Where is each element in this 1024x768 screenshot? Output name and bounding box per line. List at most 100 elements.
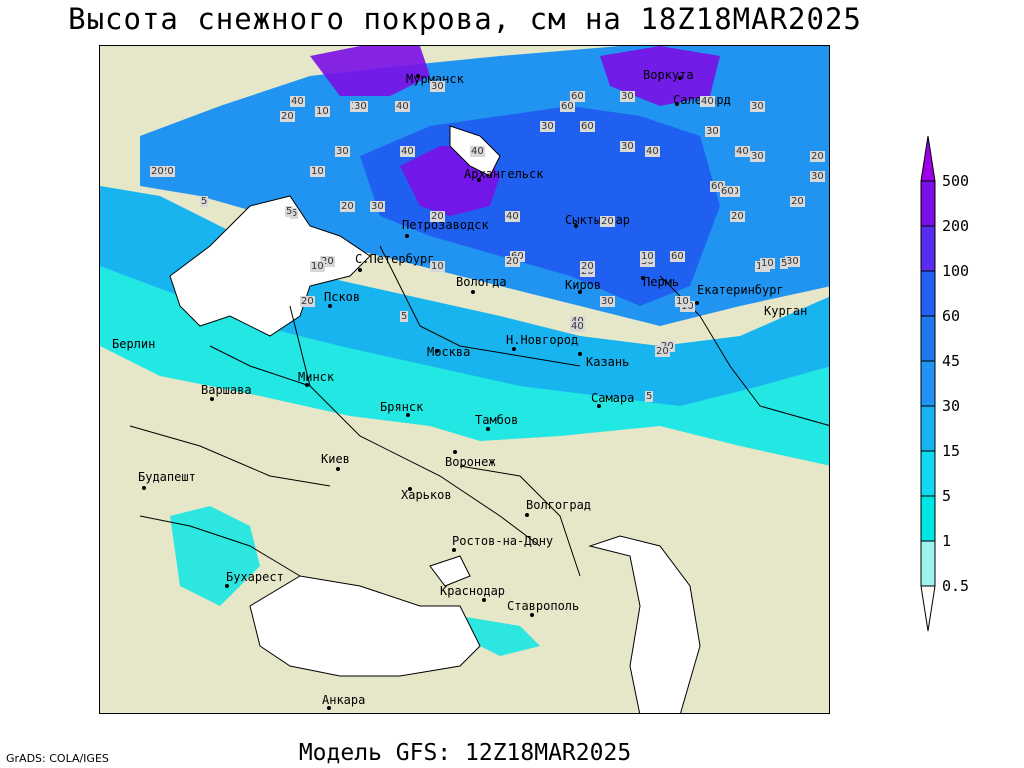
city-label: Пермь [643, 275, 680, 289]
contour-label: 30 [750, 151, 765, 162]
city-label: Брянск [380, 400, 424, 414]
page-title: Высота снежного покрова, см на 18Z18MAR2… [68, 2, 862, 36]
city-label: Ростов-на-Дону [452, 534, 554, 548]
legend-label: 100 [942, 262, 970, 280]
contour-label: 40 [395, 101, 410, 112]
legend-bar [920, 135, 936, 632]
contour-label: 30 [430, 81, 445, 92]
caspian-sea [588, 535, 701, 713]
contour-label: 30 [620, 91, 635, 102]
contour-label: 20 [300, 296, 315, 307]
black-sea [249, 575, 481, 677]
city-label: Вологда [456, 275, 507, 289]
contour-label: 20 [730, 211, 745, 222]
contour-label: 40 [645, 146, 660, 157]
legend-label: 1 [942, 532, 952, 550]
contour-label: 20 [810, 151, 825, 162]
legend-swatch-bottom [920, 585, 936, 632]
city-label: Харьков [401, 488, 452, 502]
city-label: Воронеж [445, 455, 496, 469]
city-dot [142, 486, 146, 490]
city-dot [695, 301, 699, 305]
city-label: Варшава [201, 383, 252, 397]
city-label: Самара [591, 391, 635, 405]
contour-label: 20 [790, 196, 805, 207]
city-dot [336, 467, 340, 471]
city-label: Анкара [322, 693, 366, 707]
city-label: Берлин [112, 337, 156, 351]
city-dot [471, 290, 475, 294]
contour-label: 40 [470, 146, 485, 157]
city-label: Киев [321, 452, 350, 466]
city-dot [678, 76, 682, 80]
legend-swatch [920, 180, 936, 227]
city-dot [327, 706, 331, 710]
contour-label: 30 [335, 146, 350, 157]
contour-label: 20 [580, 261, 595, 272]
snow-zone-sky [100, 186, 829, 406]
contour-label: 10 [310, 166, 325, 177]
legend-label: 5 [942, 487, 952, 505]
city-dot [578, 352, 582, 356]
contour-label: 10 [430, 261, 445, 272]
city-dot [435, 349, 439, 353]
city-dot [452, 548, 456, 552]
contour-label: 20 [505, 256, 520, 267]
city-label: Москва [427, 345, 471, 359]
contour-label: 20 [655, 346, 670, 357]
contour-label: 40 [290, 96, 305, 107]
city-label: Киров [565, 278, 602, 292]
legend-label: 200 [942, 217, 970, 235]
color-legend: 500 200 100 60 45 30 15 5 1 0.5 [918, 135, 1018, 636]
contour-label: 20 [320, 256, 335, 267]
city-dot [225, 584, 229, 588]
contour-label: 30 [620, 141, 635, 152]
city-dot [675, 102, 679, 106]
city-label: Волгоград [526, 498, 592, 512]
contour-label: 60 [580, 121, 595, 132]
contour-label: 40 [570, 321, 585, 332]
contour-label: 30 [353, 101, 368, 112]
contour-label: 20 [430, 211, 445, 222]
city-dot [512, 347, 516, 351]
city-label: Сыктывкар [565, 213, 631, 227]
contour-label: 30 [810, 171, 825, 182]
contour-label: 20 [150, 166, 165, 177]
contour-label: 40 [700, 96, 715, 107]
contour-label: 40 [400, 146, 415, 157]
city-label: С.Петербург [355, 252, 435, 266]
contour-label: 60 [560, 101, 575, 112]
snow-zone-balkans [170, 506, 540, 656]
city-label: Будапешт [138, 470, 196, 484]
legend-label: 30 [942, 397, 961, 415]
city-dot [482, 598, 486, 602]
contour-label: 5 [200, 196, 209, 207]
legend-swatch [920, 495, 936, 542]
contour-label: 10 [640, 251, 655, 262]
contour-label: 60 [720, 186, 735, 197]
contour-label: 40 [735, 146, 750, 157]
city-dot [408, 487, 412, 491]
contour-label: 30 [370, 201, 385, 212]
legend-swatch [920, 270, 936, 317]
city-dot [406, 413, 410, 417]
legend-swatch-top [920, 135, 936, 182]
contour-label: 20 [600, 216, 615, 227]
contour-label: 30 [600, 296, 615, 307]
city-label: Екатеринбург [697, 283, 784, 297]
contour-label: 10 [310, 261, 325, 272]
contour-label: 30 [785, 256, 800, 267]
legend-swatch [920, 540, 936, 587]
city-dot [525, 513, 529, 517]
snow-zone-purple [310, 46, 720, 216]
contour-label: 5 [780, 258, 789, 269]
legend-swatch [920, 225, 936, 272]
city-dot [358, 268, 362, 272]
grads-credit: GrADS: COLA/IGES [6, 752, 109, 765]
contour-label: 10 [760, 258, 775, 269]
legend-swatch [920, 405, 936, 452]
city-label: Минск [298, 370, 335, 384]
city-label: Бухарест [226, 570, 284, 584]
contour-label: 60 [710, 181, 725, 192]
city-dot [416, 74, 420, 78]
